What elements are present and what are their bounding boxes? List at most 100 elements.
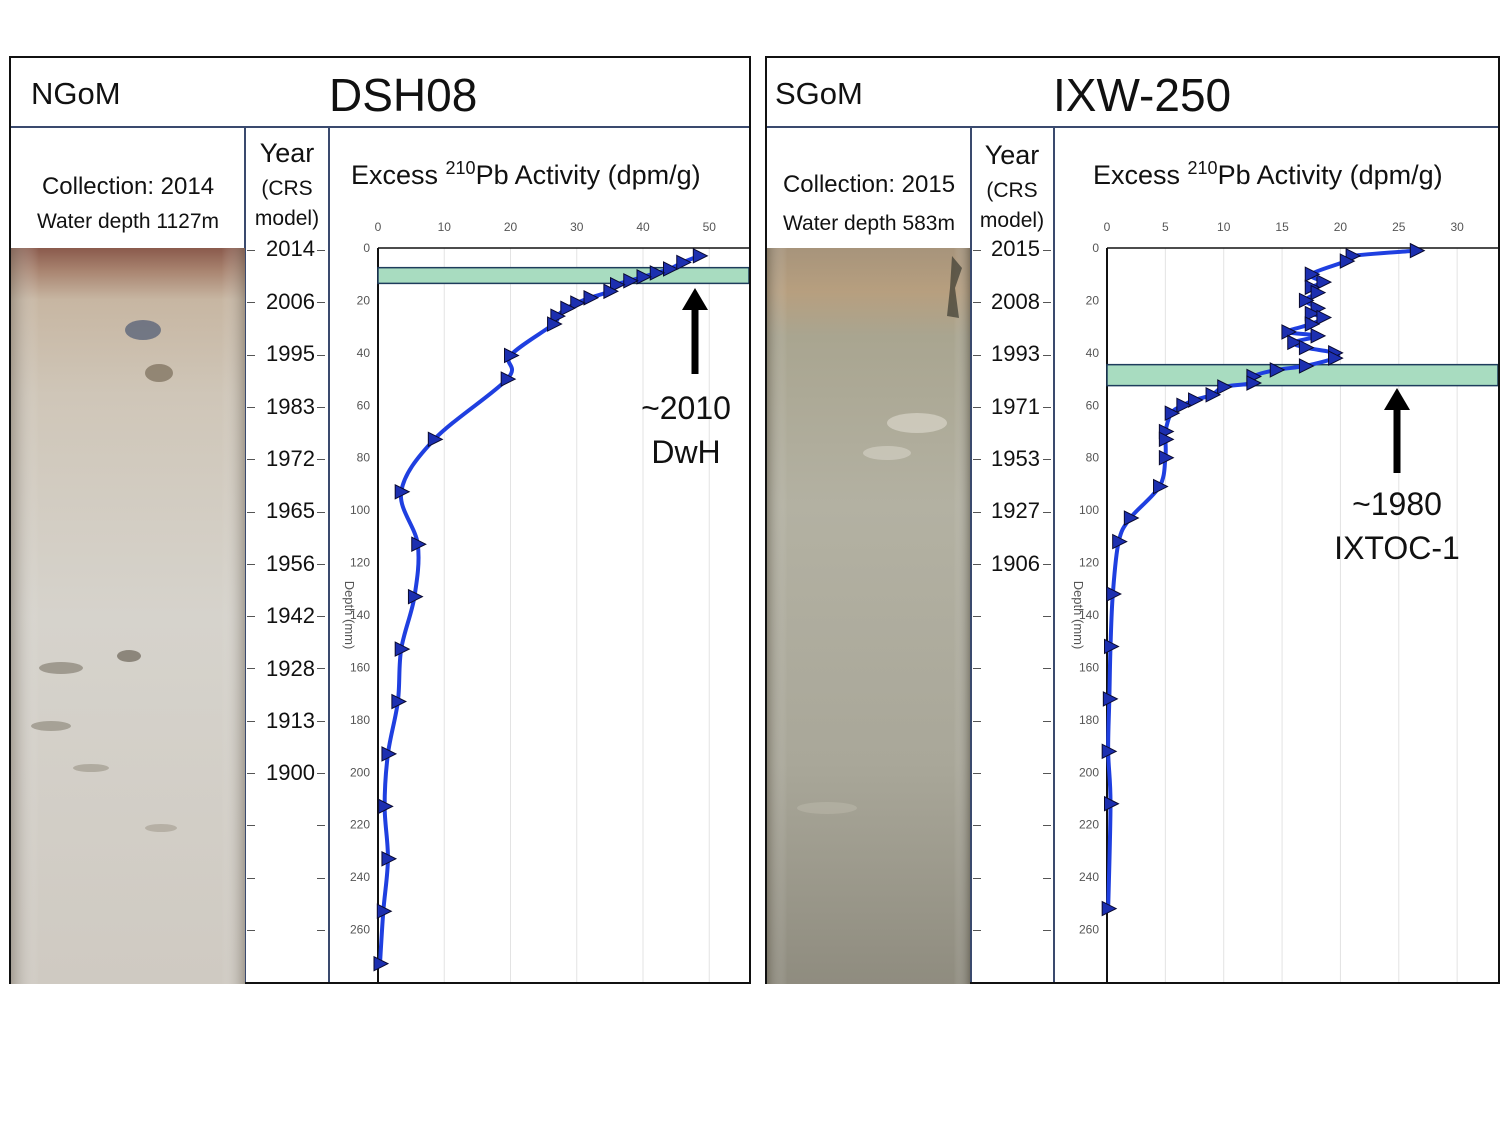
year-tick-mark [247, 459, 255, 461]
year-tick-mark [1043, 406, 1051, 408]
year-tick-mark [1043, 302, 1051, 304]
year-tick-mark [247, 929, 255, 931]
year-label: 2008 [991, 289, 1040, 314]
data-point-marker [1298, 292, 1315, 309]
chart-title: Excess 210Pb Activity (dpm/g) [351, 158, 701, 191]
y-tick-label: 200 [350, 765, 370, 779]
data-point-marker [1246, 375, 1263, 391]
year-label: 1913 [266, 708, 315, 733]
annotation-event: DwH [651, 434, 721, 470]
x-tick-label: 20 [504, 220, 518, 234]
data-point-marker [636, 269, 653, 285]
year-label: 1972 [266, 446, 315, 471]
y-tick-label: 20 [357, 293, 371, 307]
year-label: 2006 [266, 289, 315, 314]
year-tick-mark [247, 406, 255, 408]
year-tick-mark [317, 773, 325, 774]
data-point-marker [394, 641, 411, 657]
x-tick-label: 30 [570, 220, 584, 234]
y-tick-label: 60 [357, 398, 371, 412]
year-tick-mark [973, 720, 981, 722]
collection-year: Collection: 2014 [41, 173, 215, 200]
x-tick-label: 10 [438, 220, 452, 234]
y-tick-label: 220 [1079, 818, 1099, 832]
sediment-core-photo [767, 248, 970, 984]
data-point-marker [692, 248, 709, 264]
x-tick-label: 15 [1275, 220, 1289, 234]
y-tick-label: 120 [1079, 556, 1099, 570]
year-tick-mark [1043, 668, 1051, 670]
x-tick-label: 20 [1334, 220, 1348, 234]
region-label: NGoM [31, 76, 121, 111]
x-tick-label: 40 [636, 220, 650, 234]
year-tick-mark [317, 877, 325, 879]
model-label-1: (CRS [261, 177, 313, 200]
x-tick-label: 30 [1450, 220, 1464, 234]
y-tick-label: 60 [1086, 398, 1100, 412]
year-tick-mark [973, 250, 981, 251]
data-point-marker [1188, 392, 1204, 408]
year-tick-mark [973, 616, 981, 618]
year-label: 2014 [266, 236, 315, 261]
column-divider [244, 126, 246, 982]
year-tick-mark [973, 929, 981, 931]
data-point-marker [394, 483, 411, 500]
year-tick-mark [973, 877, 981, 879]
y-tick-label: 240 [1079, 870, 1099, 884]
x-tick-label: 10 [1217, 220, 1231, 234]
data-point-marker [1101, 743, 1118, 760]
y-tick-label: 80 [1086, 451, 1100, 465]
year-label: 1965 [266, 498, 315, 523]
data-point-marker [1287, 334, 1303, 351]
collection-year: Collection: 2015 [782, 171, 956, 198]
chart-title-superscript: 210 [445, 158, 476, 178]
year-tick-mark [1043, 511, 1051, 513]
data-point-marker [411, 536, 427, 553]
x-tick-label: 0 [375, 220, 382, 234]
data-point-marker [1104, 795, 1120, 812]
year-tick-mark [247, 563, 255, 565]
year-tick-mark [317, 563, 325, 565]
year-tick-mark [1043, 354, 1051, 356]
data-point-marker [1153, 478, 1169, 495]
data-point-marker [1102, 691, 1119, 707]
year-tick-mark [973, 825, 981, 827]
year-label: 1927 [991, 498, 1040, 523]
year-tick-mark [247, 616, 255, 618]
year-tick-mark [1043, 616, 1051, 618]
region-label: SGoM [775, 76, 863, 111]
year-tick-mark [317, 250, 325, 251]
year-tick-mark [317, 616, 325, 618]
chart-title-prefix: Excess [1093, 160, 1188, 190]
annotation-arrow-head [682, 288, 708, 310]
model-label-1: (CRS [986, 179, 1038, 202]
core-panel-ixw250: SGoM IXW-250 Collection: 2015 Water dept… [765, 56, 1500, 984]
year-tick-mark [973, 302, 981, 304]
year-tick-mark [247, 302, 255, 304]
year-tick-mark [1043, 929, 1051, 931]
year-tick-mark [317, 302, 325, 304]
year-tick-mark [1043, 720, 1051, 722]
panel-header: SGoM IXW-250 [767, 58, 1498, 128]
data-point-marker [623, 272, 639, 289]
year-header: Year [259, 138, 315, 168]
year-label: 1900 [266, 760, 315, 785]
data-point-marker [1304, 305, 1321, 322]
year-label: 1956 [266, 551, 315, 576]
data-point-marker [1123, 510, 1140, 526]
x-tick-label: 5 [1162, 220, 1169, 234]
year-label: 1928 [266, 656, 315, 681]
year-tick-mark [1043, 877, 1051, 879]
data-point-marker [1158, 449, 1175, 466]
data-point-marker [663, 261, 679, 277]
year-tick-mark [973, 354, 981, 356]
data-point-marker [1176, 397, 1192, 414]
y-tick-label: 40 [357, 346, 371, 360]
y-tick-label: 80 [357, 451, 371, 465]
x-tick-label: 50 [703, 220, 717, 234]
y-tick-label: 40 [1086, 346, 1100, 360]
data-point-marker [1106, 586, 1122, 602]
year-tick-mark [317, 511, 325, 513]
data-point-marker [1217, 379, 1233, 395]
data-point-marker [610, 276, 626, 293]
